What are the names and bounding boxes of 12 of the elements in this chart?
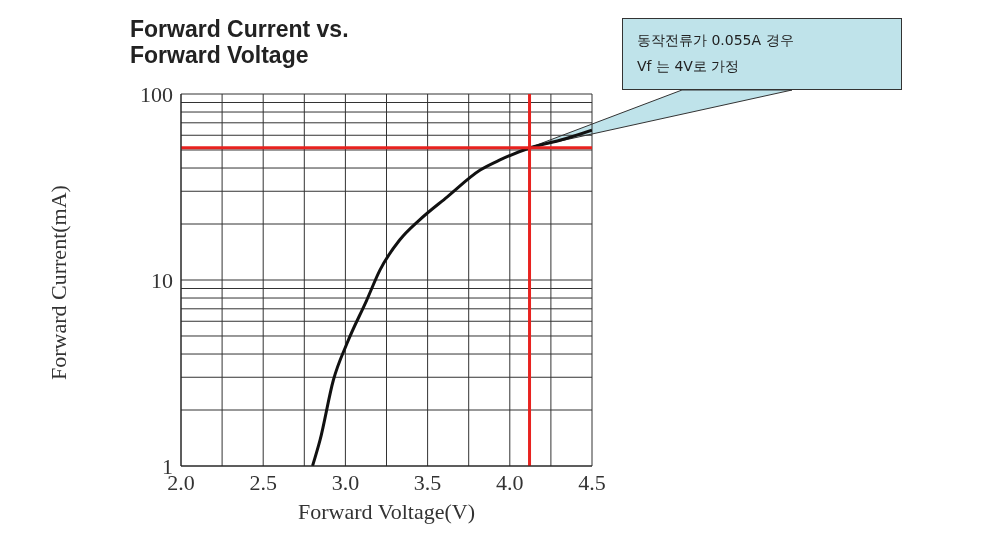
y-tick-label: 10 <box>151 267 173 293</box>
x-tick-label: 2.5 <box>249 469 277 495</box>
y-tick-label: 100 <box>140 81 173 107</box>
chart-title: Forward Current vs. Forward Voltage <box>130 16 349 68</box>
x-tick-label: 3.0 <box>331 469 360 495</box>
x-axis-title: Forward Voltage(V) <box>298 499 475 524</box>
x-tick-label: 4.5 <box>578 469 606 495</box>
line-series <box>311 128 592 466</box>
y-axis-title: Forward Current(mA) <box>45 185 71 380</box>
x-tick-label: 3.5 <box>413 469 442 495</box>
x-tick-label: 4.0 <box>496 469 524 495</box>
annotation: 동작전류가 0.055A 경우 Vf 는 4V로 가정 <box>622 18 902 90</box>
